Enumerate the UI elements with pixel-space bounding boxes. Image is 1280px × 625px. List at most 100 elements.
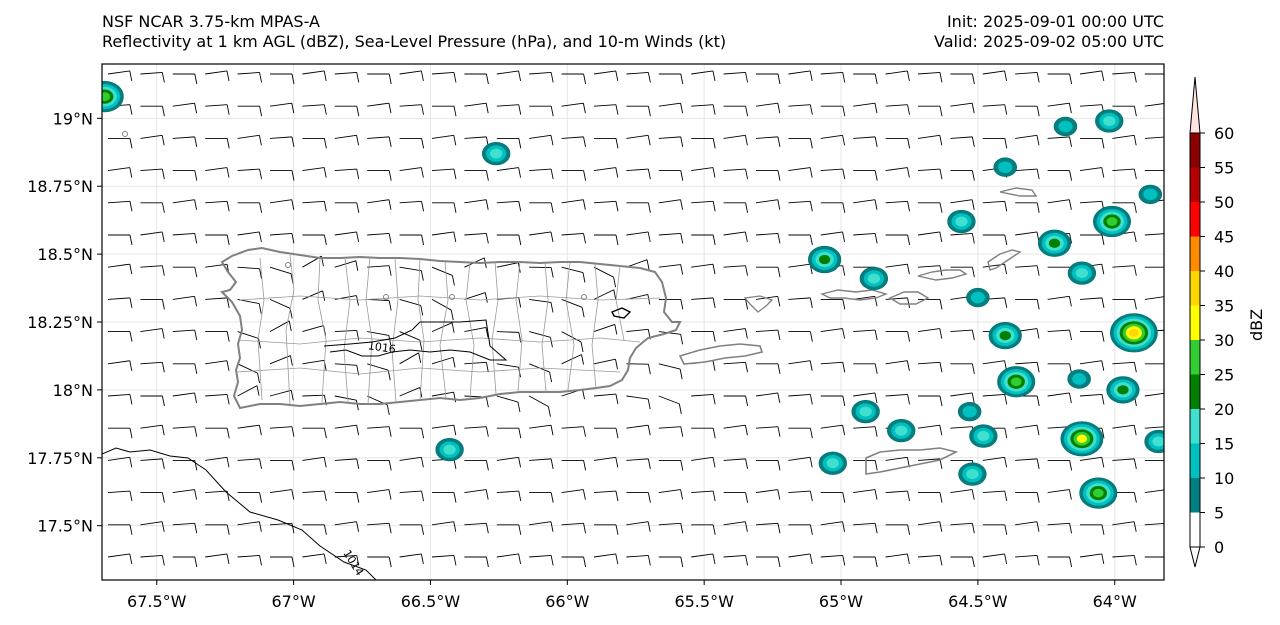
wind-barb xyxy=(140,202,165,213)
echo-cell xyxy=(1106,376,1140,404)
wind-barb xyxy=(755,489,781,500)
wind-barb xyxy=(464,556,489,568)
wind-barb xyxy=(1047,459,1073,471)
wind-barb xyxy=(205,297,230,308)
wind-barb xyxy=(1144,266,1164,268)
wind-barb xyxy=(529,202,554,213)
valid-time: Valid: 2025-09-02 05:00 UTC xyxy=(933,32,1164,51)
wind-barb xyxy=(172,170,198,181)
wind-barb xyxy=(237,521,262,532)
wind-barb xyxy=(237,555,262,566)
echo-cell xyxy=(957,401,982,422)
wind-barb xyxy=(1080,137,1105,149)
wind-barb xyxy=(950,363,975,374)
wind-barb xyxy=(885,234,911,246)
wind-barb xyxy=(723,458,748,469)
coast-st-croix xyxy=(865,447,959,475)
wind-barb xyxy=(1112,134,1137,146)
colorbar-tick-label: 30 xyxy=(1214,331,1234,350)
wind-barb xyxy=(788,167,813,178)
wind-barb xyxy=(723,231,748,243)
wind-barb xyxy=(1112,361,1137,373)
echo-cell xyxy=(1144,429,1164,454)
wind-barb xyxy=(691,394,716,405)
wind-barb xyxy=(723,105,749,117)
wind-barb xyxy=(723,202,749,213)
wind-barb xyxy=(269,489,295,500)
wind-barb xyxy=(1015,134,1040,146)
wind-barb xyxy=(950,556,975,568)
wind-barb xyxy=(1047,136,1072,147)
wind-barb xyxy=(885,297,910,308)
wind-barb xyxy=(691,167,716,178)
wind-barb xyxy=(885,553,910,565)
wind-barb xyxy=(756,363,781,374)
echo-cell xyxy=(1053,116,1078,137)
wind-barb xyxy=(1079,456,1105,468)
colorbar-tick-label: 10 xyxy=(1214,469,1234,488)
colorbar-segment xyxy=(1190,340,1200,375)
wind-barb xyxy=(108,524,133,535)
wind-barb xyxy=(885,104,910,115)
wind-barb xyxy=(464,199,489,210)
wind-barb xyxy=(1015,492,1040,503)
wind-barb xyxy=(237,266,262,279)
wind-barb xyxy=(788,524,813,535)
wind-barb xyxy=(1144,556,1164,558)
wind-barb xyxy=(917,328,943,339)
wind-barb xyxy=(626,294,651,305)
wind-barb xyxy=(853,170,878,181)
wind-barb xyxy=(756,266,781,278)
wind-barb xyxy=(853,199,878,210)
wind-barb xyxy=(918,202,943,213)
wind-barb xyxy=(237,385,260,397)
wind-barb xyxy=(1047,102,1072,114)
wind-barb xyxy=(918,105,943,117)
wind-barb xyxy=(626,395,651,410)
wind-barb xyxy=(1015,298,1040,310)
wind-barb xyxy=(140,458,165,469)
echo-cell xyxy=(958,462,987,486)
wind-barb xyxy=(820,168,846,180)
wind-barb xyxy=(1079,553,1105,565)
wind-barb xyxy=(982,104,1008,115)
colorbar-segment xyxy=(1190,374,1200,409)
wind-barb xyxy=(302,167,327,178)
wind-barb xyxy=(1144,136,1164,139)
wind-barb xyxy=(918,298,943,310)
wind-barb xyxy=(1144,363,1164,365)
wind-barb xyxy=(529,458,554,469)
wind-barb xyxy=(399,234,425,246)
wind-barb xyxy=(302,137,327,149)
wind-barb xyxy=(755,329,781,341)
wind-barb xyxy=(691,70,716,82)
wind-barb xyxy=(1015,202,1040,213)
wind-barb xyxy=(820,521,846,532)
echo-cell xyxy=(1067,369,1091,389)
wind-barb xyxy=(1112,555,1137,566)
wind-barb xyxy=(950,170,975,181)
lon-tick-label: 66.5°W xyxy=(401,592,461,611)
wind-barb xyxy=(853,392,878,404)
wind-barb xyxy=(172,392,198,404)
wind-barb xyxy=(626,72,651,83)
echo-cell xyxy=(988,321,1022,350)
wind-barb xyxy=(205,394,230,405)
wind-barb xyxy=(107,456,133,468)
wind-barb xyxy=(593,324,618,335)
wind-barb xyxy=(334,555,360,566)
wind-barb xyxy=(658,136,684,147)
wind-barb xyxy=(853,73,878,85)
wind-barb xyxy=(788,553,813,565)
wind-barb xyxy=(594,427,619,439)
echo-cell xyxy=(1110,313,1158,353)
title-line-model: NSF NCAR 3.75-km MPAS-A xyxy=(102,12,320,31)
wind-barb xyxy=(691,427,716,439)
colorbar-segment xyxy=(1190,202,1200,237)
wind-barb xyxy=(950,73,975,85)
wind-barb xyxy=(1079,297,1105,308)
wind-barb xyxy=(626,134,651,146)
wind-barb xyxy=(205,70,230,82)
wind-barb xyxy=(107,263,133,275)
wind-barb xyxy=(788,137,813,149)
